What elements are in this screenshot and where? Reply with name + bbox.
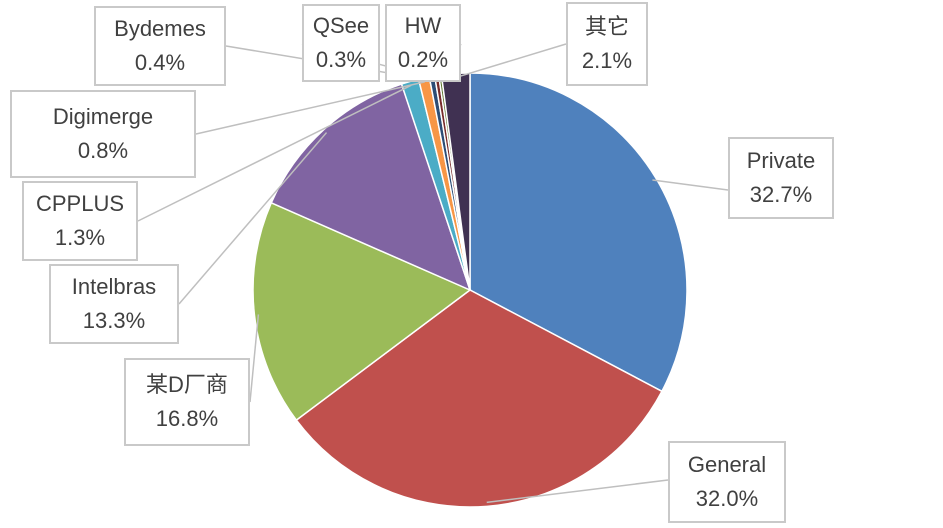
label-bydemes: Bydemes 0.4% [94,6,226,86]
slice-name-private: Private [746,148,816,173]
label-d-vendor: 某D厂商 16.8% [124,358,250,446]
slice-name-other: 其它 [584,14,629,39]
slice-value-bydemes: 0.4% [134,50,186,75]
slice-name-hw: HW [404,13,442,38]
label-other: 其它 2.1% [566,2,648,86]
slice-value-general: 32.0% [695,486,759,511]
label-general: General 32.0% [668,441,786,523]
slice-name-d-vendor: 某D厂商 [146,372,228,397]
leader-line-digimerge [195,81,425,135]
label-private: Private 32.7% [728,137,834,219]
slice-name-general: General [687,452,767,477]
slice-value-private: 32.7% [749,182,813,207]
slice-value-other: 2.1% [581,48,633,73]
label-cpplus: CPPLUS 1.3% [22,181,138,261]
slice-value-qsee: 0.3% [315,47,367,72]
slice-name-cpplus: CPPLUS [35,191,125,216]
leader-line-intelbras [178,132,328,305]
leader-line-general [486,479,669,504]
leader-line-private [652,179,729,191]
slice-value-d-vendor: 16.8% [155,406,219,431]
label-hw: HW 0.2% [385,4,461,82]
slice-value-digimerge: 0.8% [77,138,129,163]
leader-line-d-vendor [249,314,260,403]
slice-name-intelbras: Intelbras [71,274,157,299]
slice-name-qsee: QSee [312,13,370,38]
pie-slice-private [469,72,688,393]
slice-value-intelbras: 13.3% [82,308,146,333]
label-qsee: QSee 0.3% [302,4,380,82]
label-intelbras: Intelbras 13.3% [49,264,179,344]
pie-slice-d-vendor [252,201,472,422]
pie-slice-general [295,289,663,508]
slice-value-hw: 0.2% [397,47,449,72]
slice-name-digimerge: Digimerge [52,104,154,129]
slice-name-bydemes: Bydemes [114,16,206,41]
leader-line-other [455,43,567,79]
leader-line-cpplus [137,84,412,222]
label-digimerge: Digimerge 0.8% [10,90,196,178]
slice-value-cpplus: 1.3% [54,225,106,250]
